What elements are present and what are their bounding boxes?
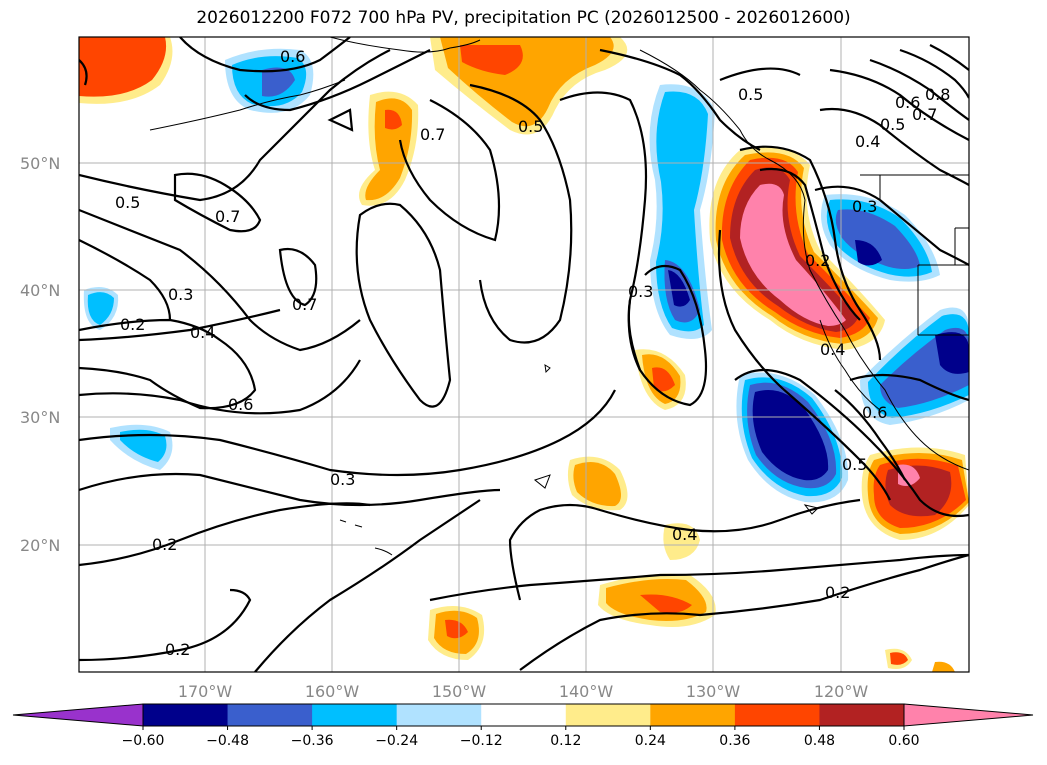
contour-label: 0.4 [855, 132, 880, 151]
contour-label: 0.5 [115, 193, 140, 212]
colorbar-tick-label: 0.60 [888, 733, 919, 749]
colorbar-tick-label: −0.24 [375, 733, 418, 749]
contour-label: 0.6 [862, 403, 887, 422]
colorbar-segment [650, 704, 736, 726]
contour-label: 0.3 [330, 470, 355, 489]
contour-label: 0.3 [628, 282, 653, 301]
contour-label: 0.2 [120, 315, 145, 334]
colorbar-extend-high [903, 703, 1034, 727]
colorbar-extend-low [12, 703, 144, 727]
colorbar-tick-label: −0.36 [291, 733, 334, 749]
lat-label: 50°N [20, 154, 60, 173]
contour-label: 0.7 [420, 125, 445, 144]
colorbar-tick-label: 0.24 [635, 733, 666, 749]
map-title: 2026012200 F072 700 hPa PV, precipitatio… [196, 8, 851, 28]
contour-label: 0.6 [280, 47, 305, 66]
contour-label: 0.3 [168, 285, 193, 304]
contour-label: 0.6 [228, 395, 253, 414]
lon-label: 160°W [305, 682, 360, 701]
plot-frame [78, 36, 970, 673]
contour-label: 0.7 [912, 105, 937, 124]
contour-label: 0.2 [152, 535, 177, 554]
contour-label: 0.7 [215, 207, 240, 226]
colorbar-tick-label: −0.48 [206, 733, 249, 749]
longitude-labels: 170°W 160°W 150°W 140°W 130°W 120°W [178, 682, 869, 701]
colorbar: −0.60 −0.48 −0.36 −0.24 −0.12 0.12 0.24 0.36 0.4… [12, 703, 1034, 749]
contour-label: 0.2 [805, 251, 830, 270]
lon-label: 140°W [559, 682, 614, 701]
contour-label: 0.4 [190, 323, 215, 342]
colorbar-tick-label: 0.36 [719, 733, 750, 749]
lon-label: 130°W [686, 682, 741, 701]
contour-label: 0.3 [852, 197, 877, 216]
colorbar-tick-label: −0.60 [122, 733, 165, 749]
colorbar-segment [396, 704, 482, 726]
contour-label: 0.5 [518, 117, 543, 136]
contour-label: 0.4 [672, 525, 697, 544]
lon-label: 170°W [178, 682, 233, 701]
lat-label: 30°N [20, 408, 60, 427]
graticule [79, 37, 969, 672]
latitude-labels: 50°N 40°N 30°N 20°N [20, 154, 60, 555]
contour-label: 0.2 [165, 640, 190, 659]
contour-label: 0.8 [925, 85, 950, 104]
pv-contours [79, 37, 969, 672]
colorbar-segment [143, 704, 229, 726]
contour-label: 0.2 [825, 583, 850, 602]
coastlines [149, 37, 969, 556]
colorbar-tick-label: 0.48 [804, 733, 835, 749]
lat-label: 20°N [20, 536, 60, 555]
colorbar-frame [142, 703, 905, 727]
contour-label: 0.5 [880, 115, 905, 134]
colorbar-segment [227, 704, 313, 726]
colorbar-tick-label: 0.12 [550, 733, 581, 749]
contour-label: 0.6 [895, 93, 920, 112]
contour-labels: 0.6 0.5 0.7 0.5 0.5 0.6 0.7 0.8 0.4 0.3 … [115, 47, 950, 659]
contour-label: 0.4 [820, 340, 845, 359]
lat-label: 40°N [20, 281, 60, 300]
colorbar-segment [565, 704, 651, 726]
colorbar-tick-label: −0.12 [460, 733, 503, 749]
colorbar-segment [312, 704, 398, 726]
precipitation-shading [79, 37, 969, 672]
colorbar-segment [481, 704, 567, 726]
lon-label: 120°W [814, 682, 869, 701]
lon-label: 150°W [432, 682, 487, 701]
contour-label: 0.5 [738, 85, 763, 104]
contour-label: 0.7 [292, 295, 317, 314]
colorbar-segment [819, 704, 905, 726]
colorbar-segment [734, 704, 820, 726]
contour-label: 0.5 [842, 455, 867, 474]
